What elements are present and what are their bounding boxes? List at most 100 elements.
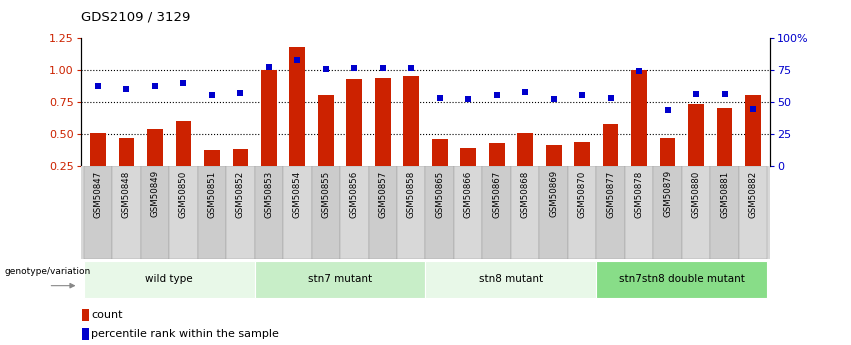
- FancyBboxPatch shape: [739, 166, 768, 259]
- Point: [120, 86, 134, 92]
- Bar: [517, 133, 533, 197]
- Bar: [232, 149, 248, 197]
- Text: GDS2109 / 3129: GDS2109 / 3129: [81, 10, 191, 23]
- Bar: [90, 133, 106, 197]
- Bar: [289, 47, 306, 197]
- Text: GSM50866: GSM50866: [464, 170, 472, 217]
- Bar: [83, 308, 89, 321]
- Point: [461, 97, 475, 102]
- FancyBboxPatch shape: [83, 261, 254, 298]
- Point: [433, 95, 447, 101]
- FancyBboxPatch shape: [340, 166, 368, 259]
- Bar: [318, 95, 334, 197]
- Point: [575, 92, 589, 98]
- Bar: [631, 70, 647, 197]
- Text: GSM50854: GSM50854: [293, 170, 302, 217]
- Text: stn7 mutant: stn7 mutant: [308, 275, 372, 284]
- Bar: [118, 138, 134, 197]
- Text: GSM50882: GSM50882: [749, 170, 757, 217]
- Point: [518, 89, 532, 95]
- FancyBboxPatch shape: [226, 166, 254, 259]
- Text: GSM50865: GSM50865: [435, 170, 444, 217]
- FancyBboxPatch shape: [140, 166, 169, 259]
- Point: [746, 106, 760, 111]
- Point: [404, 65, 418, 71]
- Point: [376, 65, 390, 71]
- FancyBboxPatch shape: [511, 166, 540, 259]
- FancyBboxPatch shape: [311, 166, 340, 259]
- Point: [347, 65, 361, 71]
- Point: [717, 91, 731, 97]
- Text: percentile rank within the sample: percentile rank within the sample: [91, 329, 279, 339]
- Point: [148, 83, 162, 89]
- Point: [689, 91, 703, 97]
- FancyBboxPatch shape: [83, 166, 112, 259]
- Point: [490, 92, 504, 98]
- Bar: [745, 95, 761, 197]
- Text: GSM50850: GSM50850: [179, 170, 188, 217]
- Text: GSM50869: GSM50869: [549, 170, 558, 217]
- Text: GSM50867: GSM50867: [492, 170, 501, 217]
- Text: wild type: wild type: [146, 275, 193, 284]
- Bar: [688, 104, 704, 197]
- FancyBboxPatch shape: [682, 166, 711, 259]
- Text: GSM50847: GSM50847: [94, 170, 102, 217]
- Text: GSM50851: GSM50851: [208, 170, 216, 217]
- FancyBboxPatch shape: [254, 261, 426, 298]
- FancyBboxPatch shape: [568, 166, 597, 259]
- Bar: [346, 79, 363, 197]
- FancyBboxPatch shape: [625, 166, 654, 259]
- FancyBboxPatch shape: [426, 166, 454, 259]
- Text: count: count: [91, 310, 123, 320]
- Text: GSM50870: GSM50870: [578, 170, 586, 217]
- Text: GSM50878: GSM50878: [635, 170, 643, 217]
- Text: GSM50857: GSM50857: [379, 170, 387, 217]
- Bar: [603, 124, 619, 197]
- FancyBboxPatch shape: [454, 166, 483, 259]
- Bar: [488, 142, 505, 197]
- Bar: [574, 142, 590, 197]
- Text: stn7stn8 double mutant: stn7stn8 double mutant: [619, 275, 745, 284]
- Text: GSM50881: GSM50881: [720, 170, 729, 217]
- Point: [661, 107, 675, 113]
- Bar: [375, 78, 391, 197]
- FancyBboxPatch shape: [483, 166, 511, 259]
- FancyBboxPatch shape: [368, 166, 397, 259]
- FancyBboxPatch shape: [112, 166, 140, 259]
- Point: [205, 92, 219, 98]
- Point: [547, 97, 561, 102]
- FancyBboxPatch shape: [711, 166, 739, 259]
- FancyBboxPatch shape: [169, 166, 197, 259]
- FancyBboxPatch shape: [197, 166, 226, 259]
- FancyBboxPatch shape: [283, 166, 311, 259]
- Text: GSM50852: GSM50852: [236, 170, 245, 217]
- Text: GSM50858: GSM50858: [407, 170, 416, 217]
- FancyBboxPatch shape: [540, 166, 568, 259]
- Point: [233, 91, 247, 96]
- Bar: [660, 138, 676, 197]
- Text: GSM50879: GSM50879: [663, 170, 672, 217]
- Bar: [147, 129, 163, 197]
- Text: GSM50849: GSM50849: [151, 170, 159, 217]
- Point: [632, 68, 646, 73]
- FancyBboxPatch shape: [654, 166, 682, 259]
- Bar: [432, 139, 448, 197]
- FancyBboxPatch shape: [597, 261, 768, 298]
- Text: GSM50848: GSM50848: [122, 170, 131, 217]
- Text: GSM50880: GSM50880: [692, 170, 700, 217]
- FancyBboxPatch shape: [397, 166, 426, 259]
- Point: [176, 80, 190, 86]
- FancyBboxPatch shape: [597, 166, 625, 259]
- Point: [604, 95, 618, 101]
- Bar: [83, 328, 89, 340]
- FancyBboxPatch shape: [426, 261, 597, 298]
- Bar: [717, 108, 733, 197]
- Text: GSM50868: GSM50868: [521, 170, 529, 217]
- Bar: [204, 150, 220, 197]
- Text: GSM50853: GSM50853: [265, 170, 273, 217]
- Text: GSM50855: GSM50855: [322, 170, 330, 217]
- Bar: [175, 121, 191, 197]
- Bar: [545, 145, 562, 197]
- Point: [290, 58, 304, 63]
- Text: genotype/variation: genotype/variation: [4, 267, 90, 276]
